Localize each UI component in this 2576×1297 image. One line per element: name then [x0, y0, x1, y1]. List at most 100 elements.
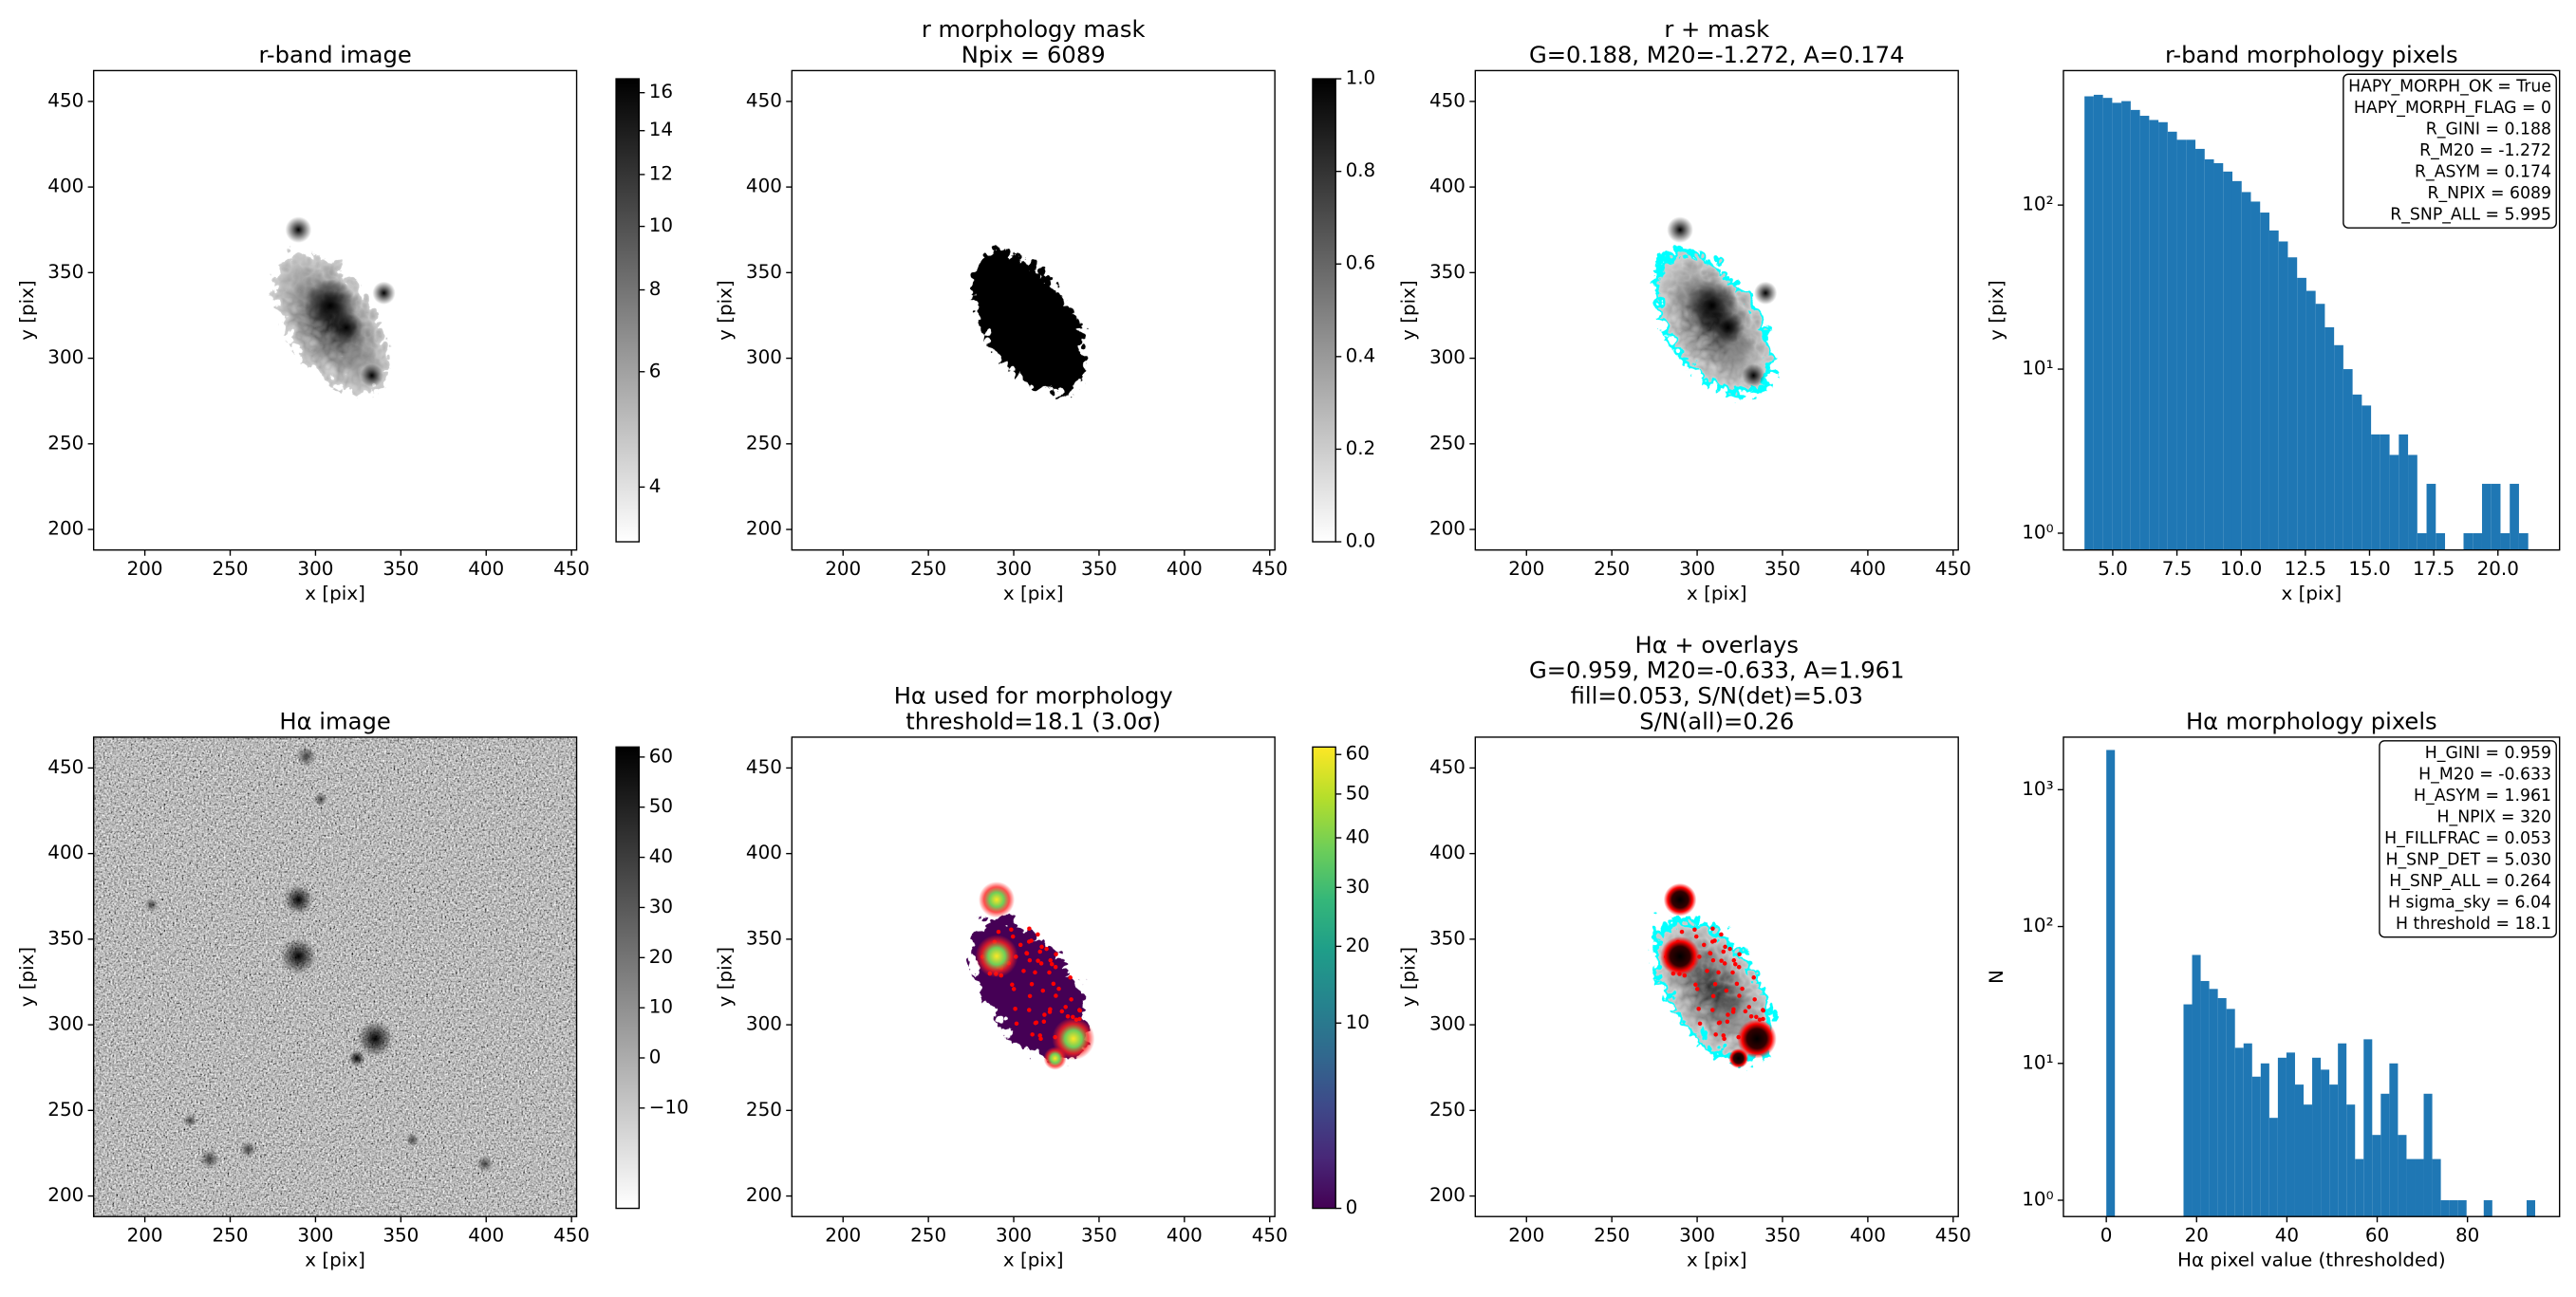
x-tick-label: 20.0: [2477, 558, 2519, 580]
detected-pixel: [1021, 969, 1026, 973]
y-tick-label: 350: [47, 261, 84, 283]
y-axis-label: N: [1986, 970, 2007, 984]
bar: [2121, 101, 2131, 550]
detected-pixel: [1049, 961, 1055, 967]
x-axis-label: x [pix]: [1003, 1249, 1064, 1270]
y-tick-label: 450: [47, 756, 84, 778]
panel-title: r + mask: [1664, 16, 1769, 43]
x-tick-label: 400: [468, 558, 504, 580]
y-tick-label: 10¹: [2022, 1051, 2053, 1073]
y-tick-label: 200: [1429, 1184, 1465, 1206]
bright-knot: [199, 1149, 220, 1169]
detected-pixel: [1036, 958, 1040, 963]
panel-title: Hα morphology pixels: [2186, 708, 2437, 734]
bar: [2192, 954, 2201, 1217]
bar: [2417, 532, 2427, 550]
detected-pixel: [1710, 939, 1715, 944]
x-tick-label: 400: [1167, 1224, 1203, 1246]
bar: [2223, 171, 2232, 550]
x-tick-label: 450: [1935, 1224, 1971, 1246]
bright-knot: [1711, 310, 1745, 344]
stats-line: H_SNP_ALL = 0.264: [2389, 872, 2551, 891]
x-tick-label: 250: [910, 558, 946, 580]
y-tick-label: 10²: [2022, 915, 2053, 936]
colorbar-tick-label: 1.0: [1346, 67, 1376, 89]
detected-pixel: [1737, 952, 1742, 956]
y-tick-label: 400: [1429, 176, 1465, 197]
bar: [2149, 120, 2159, 550]
x-tick-label: 450: [553, 1224, 589, 1246]
bar: [2518, 532, 2529, 550]
x-tick-label: 300: [297, 558, 333, 580]
bar: [2200, 980, 2210, 1217]
y-tick-label: 200: [746, 518, 782, 540]
bright-knot: [1043, 1047, 1067, 1070]
panel-title: fill=0.053, S/N(det)=5.03: [1571, 683, 1863, 710]
detected-pixel: [1024, 951, 1030, 956]
bar: [2389, 454, 2399, 550]
bright-knot: [1660, 936, 1700, 976]
panel-title: Hα image: [279, 708, 390, 734]
bar: [2338, 1043, 2347, 1217]
detected-pixel: [1743, 1009, 1748, 1014]
x-tick-label: 17.5: [2413, 558, 2455, 580]
detected-pixel: [1702, 942, 1707, 948]
detected-pixel: [1710, 993, 1716, 999]
y-tick-label: 250: [1429, 1099, 1465, 1121]
x-tick-label: 250: [213, 558, 249, 580]
bright-knot: [1667, 216, 1693, 243]
y-tick-label: 10⁰: [2022, 1189, 2053, 1211]
detected-pixel: [1713, 1032, 1718, 1037]
axes-frame: [791, 736, 1276, 1217]
plot-area: [2106, 750, 2536, 1217]
y-tick-label: 400: [47, 176, 84, 197]
y-axis-label: y [pix]: [1398, 280, 1420, 341]
colorbar-tick-label: 40: [649, 845, 673, 867]
detected-pixel: [1010, 934, 1016, 939]
bright-knot: [405, 1133, 420, 1147]
x-axis-label: x [pix]: [1003, 583, 1064, 604]
y-tick-label: 350: [1429, 927, 1465, 949]
panel-title: S/N(all)=0.26: [1639, 708, 1794, 734]
stats-line: H_SNP_DET = 5.030: [2386, 851, 2552, 870]
x-tick-label: 350: [1081, 1224, 1117, 1246]
bar: [2440, 1200, 2450, 1217]
y-tick-label: 250: [47, 1099, 84, 1121]
detected-pixel: [1065, 1013, 1071, 1019]
panel-title: r-band image: [258, 42, 411, 68]
colorbar-tick-label: 40: [1346, 826, 1370, 848]
x-tick-label: 60: [2365, 1224, 2389, 1246]
detected-pixel: [1705, 969, 1709, 973]
bar: [2389, 1063, 2399, 1217]
x-tick-label: 250: [1594, 558, 1630, 580]
detected-pixel: [1696, 1007, 1701, 1011]
panel: 200 250 300 350 400 450 200 250 300 350 400 450 x [p…: [715, 16, 1376, 604]
bar: [2294, 1084, 2305, 1217]
bar: [2473, 532, 2482, 550]
detected-pixel: [1754, 1014, 1759, 1020]
detected-pixel: [1027, 993, 1033, 999]
bright-knot: [283, 884, 314, 915]
x-tick-label: 450: [1935, 558, 1971, 580]
detected-pixel: [1047, 970, 1052, 975]
detected-pixel: [1038, 961, 1044, 966]
bar: [2277, 1057, 2287, 1217]
colorbar-tick-label: 4: [649, 475, 662, 497]
y-tick-label: 200: [47, 518, 84, 540]
x-tick-label: 300: [996, 558, 1032, 580]
stats-line: R_M20 = -1.272: [2419, 141, 2551, 160]
y-tick-label: 450: [746, 89, 782, 111]
colorbar-tick-label: 6: [649, 360, 662, 381]
colorbar: [1312, 746, 1336, 1210]
y-axis-label: y [pix]: [1398, 947, 1420, 1008]
stats-line: H_M20 = -0.633: [2418, 766, 2551, 785]
y-tick-label: 400: [746, 176, 782, 197]
detected-pixel: [1068, 975, 1073, 980]
x-axis-label: Hα pixel value (thresholded): [2177, 1249, 2446, 1270]
bright-knot: [1742, 363, 1765, 387]
x-tick-label: 250: [1594, 1224, 1630, 1246]
bar: [2432, 1158, 2441, 1217]
bright-knot: [975, 935, 1018, 978]
x-tick-label: 300: [1679, 558, 1715, 580]
y-tick-label: 350: [746, 261, 782, 283]
